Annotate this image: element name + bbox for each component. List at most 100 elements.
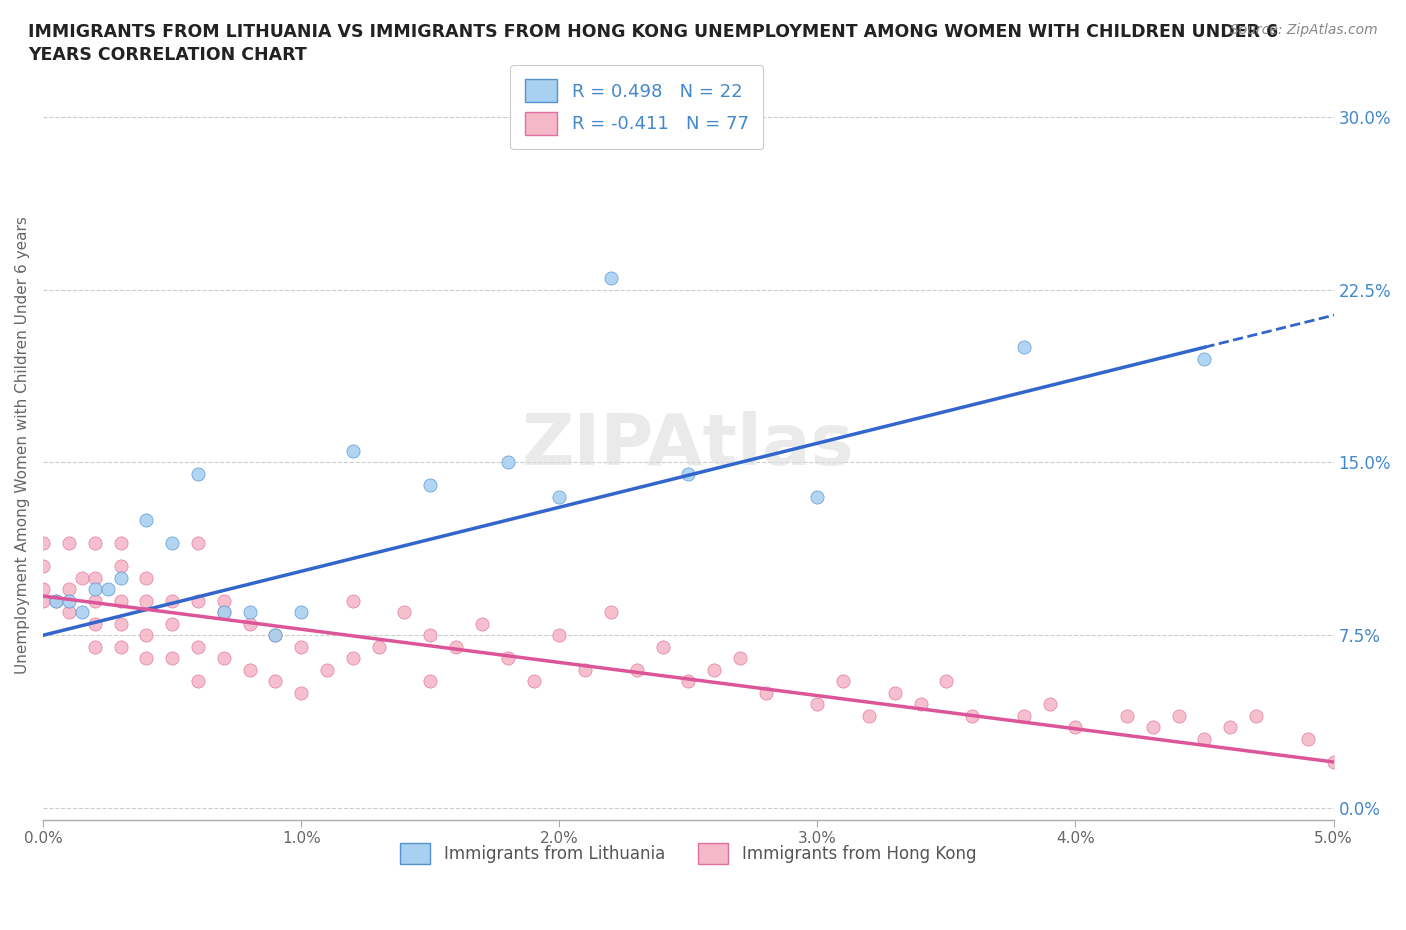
Point	[935, 674, 957, 689]
Point	[342, 651, 364, 666]
Point	[135, 512, 157, 527]
Point	[135, 628, 157, 643]
Point	[110, 536, 132, 551]
Point	[1296, 732, 1319, 747]
Point	[806, 697, 828, 711]
Point	[70, 604, 93, 619]
Point	[212, 593, 235, 608]
Point	[832, 674, 855, 689]
Point	[728, 651, 751, 666]
Point	[239, 662, 262, 677]
Text: YEARS CORRELATION CHART: YEARS CORRELATION CHART	[28, 46, 307, 64]
Point	[290, 639, 312, 654]
Point	[1064, 720, 1087, 735]
Point	[110, 639, 132, 654]
Point	[32, 559, 55, 574]
Point	[83, 617, 105, 631]
Point	[444, 639, 467, 654]
Text: Source: ZipAtlas.com: Source: ZipAtlas.com	[1230, 23, 1378, 37]
Point	[212, 604, 235, 619]
Point	[522, 674, 544, 689]
Point	[264, 628, 287, 643]
Point	[1219, 720, 1241, 735]
Point	[187, 674, 209, 689]
Point	[32, 593, 55, 608]
Point	[1012, 709, 1035, 724]
Point	[806, 489, 828, 504]
Point	[97, 582, 120, 597]
Point	[212, 651, 235, 666]
Point	[471, 617, 494, 631]
Point	[135, 651, 157, 666]
Point	[678, 674, 700, 689]
Point	[496, 651, 519, 666]
Point	[110, 559, 132, 574]
Point	[45, 593, 67, 608]
Point	[212, 604, 235, 619]
Point	[45, 593, 67, 608]
Point	[83, 582, 105, 597]
Point	[239, 604, 262, 619]
Point	[83, 639, 105, 654]
Point	[264, 628, 287, 643]
Point	[58, 536, 80, 551]
Point	[755, 685, 778, 700]
Point	[651, 639, 673, 654]
Point	[160, 617, 183, 631]
Point	[135, 570, 157, 585]
Point	[83, 593, 105, 608]
Point	[70, 570, 93, 585]
Point	[1194, 732, 1216, 747]
Point	[160, 651, 183, 666]
Point	[110, 593, 132, 608]
Point	[32, 536, 55, 551]
Point	[110, 617, 132, 631]
Point	[600, 271, 623, 286]
Point	[574, 662, 596, 677]
Point	[58, 604, 80, 619]
Point	[1039, 697, 1062, 711]
Point	[419, 478, 441, 493]
Point	[187, 467, 209, 482]
Point	[110, 570, 132, 585]
Point	[290, 685, 312, 700]
Point	[1244, 709, 1267, 724]
Point	[858, 709, 880, 724]
Point	[678, 467, 700, 482]
Point	[419, 674, 441, 689]
Text: IMMIGRANTS FROM LITHUANIA VS IMMIGRANTS FROM HONG KONG UNEMPLOYMENT AMONG WOMEN : IMMIGRANTS FROM LITHUANIA VS IMMIGRANTS …	[28, 23, 1278, 41]
Point	[239, 617, 262, 631]
Point	[264, 674, 287, 689]
Point	[58, 582, 80, 597]
Point	[342, 444, 364, 458]
Legend: Immigrants from Lithuania, Immigrants from Hong Kong: Immigrants from Lithuania, Immigrants fr…	[394, 836, 983, 871]
Point	[342, 593, 364, 608]
Y-axis label: Unemployment Among Women with Children Under 6 years: Unemployment Among Women with Children U…	[15, 217, 30, 674]
Point	[548, 489, 571, 504]
Point	[290, 604, 312, 619]
Point	[160, 593, 183, 608]
Point	[1194, 352, 1216, 366]
Point	[960, 709, 983, 724]
Point	[187, 639, 209, 654]
Point	[58, 593, 80, 608]
Point	[83, 536, 105, 551]
Point	[1167, 709, 1189, 724]
Point	[187, 593, 209, 608]
Point	[703, 662, 725, 677]
Point	[135, 593, 157, 608]
Point	[32, 582, 55, 597]
Point	[1116, 709, 1139, 724]
Point	[883, 685, 905, 700]
Text: ZIPAtlas: ZIPAtlas	[522, 411, 855, 480]
Point	[548, 628, 571, 643]
Point	[1012, 339, 1035, 354]
Point	[160, 536, 183, 551]
Point	[394, 604, 416, 619]
Point	[496, 455, 519, 470]
Point	[83, 570, 105, 585]
Point	[1142, 720, 1164, 735]
Point	[316, 662, 339, 677]
Point	[419, 628, 441, 643]
Point	[626, 662, 648, 677]
